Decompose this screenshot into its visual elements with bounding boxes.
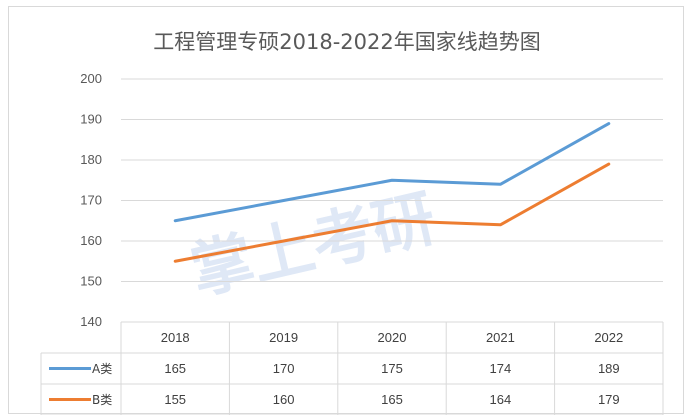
data-cell: 164: [490, 392, 512, 407]
line-chart: 工程管理专硕2018-2022年国家线趋势图 掌上考研 140150160170…: [40, 30, 664, 415]
series-lines: [173, 122, 611, 263]
data-cell: 170: [273, 361, 295, 376]
data-table: 2018 2019 2020 2021 2022 A类 165 170 175 174 189 B类 1…: [40, 321, 664, 415]
series-line-b: [173, 162, 611, 263]
gridlines: [121, 78, 663, 282]
series-line-a: [173, 122, 611, 223]
data-cell: 155: [164, 392, 186, 407]
x-category-label: 2019: [269, 330, 298, 345]
chart-frame: 工程管理专硕2018-2022年国家线趋势图 掌上考研 140 150 160 170…: [8, 6, 684, 415]
data-cell: 165: [164, 361, 186, 376]
y-tick-label: 150: [80, 274, 102, 289]
x-category-label: 2020: [378, 330, 407, 345]
x-category-label: 2022: [594, 330, 623, 345]
data-cell: 179: [598, 392, 620, 407]
y-tick-label: 190: [80, 112, 102, 127]
y-tick-label: 160: [80, 233, 102, 248]
legend-label: B类: [92, 393, 112, 407]
y-tick-label: 170: [80, 193, 102, 208]
x-category-label: 2018: [161, 330, 190, 345]
chart-title: 工程管理专硕2018-2022年国家线趋势图: [153, 30, 540, 54]
data-cell: 174: [490, 361, 512, 376]
y-tick-label: 140: [80, 314, 102, 329]
data-cell: 175: [381, 361, 403, 376]
data-cell: 160: [273, 392, 295, 407]
legend-label: A类: [92, 362, 112, 376]
data-cell: 189: [598, 361, 620, 376]
x-category-label: 2021: [486, 330, 515, 345]
data-cell: 165: [381, 392, 403, 407]
y-tick-label: 180: [80, 152, 102, 167]
y-axis-ticks: 140 150 160 170 180 190 200: [80, 71, 102, 329]
y-tick-label: 200: [80, 71, 102, 86]
